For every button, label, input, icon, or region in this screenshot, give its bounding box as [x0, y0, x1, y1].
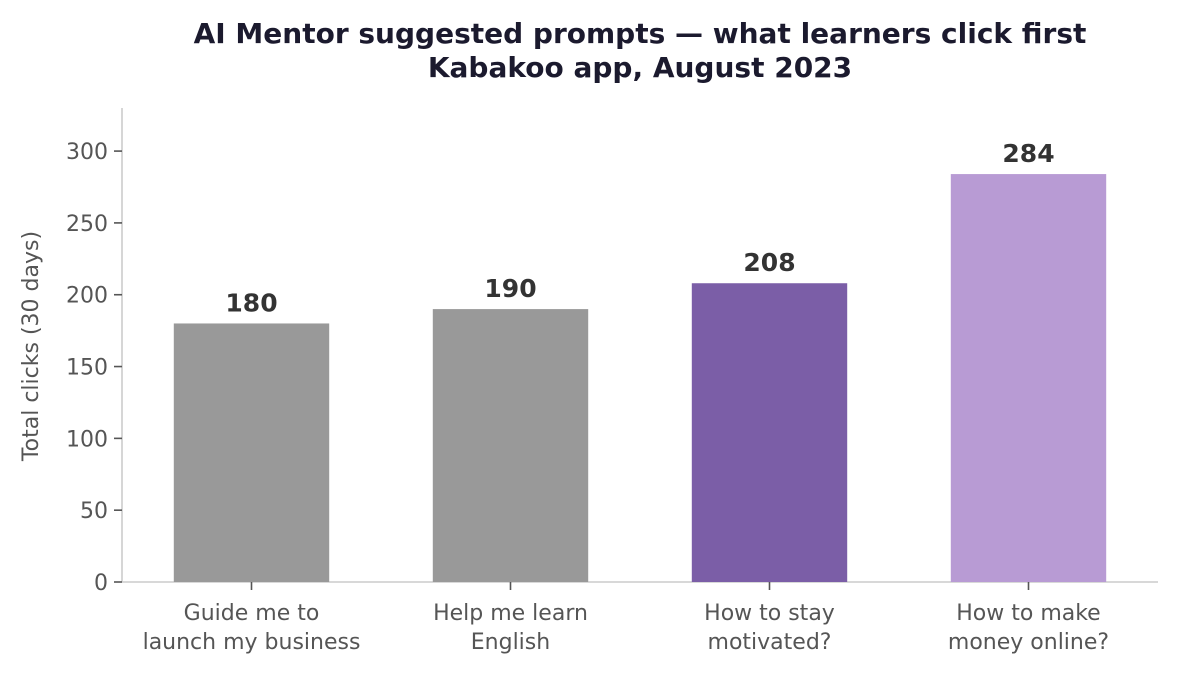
y-tick-label: 150 [66, 356, 108, 381]
x-tick-label: Help me learn [433, 601, 588, 626]
bar [173, 323, 330, 582]
x-tick-label: How to stay [704, 601, 835, 626]
y-tick-label: 0 [94, 571, 108, 596]
x-tick-label: How to make [956, 601, 1100, 626]
x-tick-label: motivated? [708, 630, 832, 655]
bar-value-label: 208 [743, 248, 795, 277]
y-tick-label: 100 [66, 427, 108, 452]
y-axis-label: Total clicks (30 days) [19, 231, 44, 462]
bar [432, 309, 589, 582]
y-tick-label: 250 [66, 212, 108, 237]
x-tick-label: English [471, 630, 550, 655]
y-tick-label: 50 [80, 499, 108, 524]
y-tick-label: 200 [66, 284, 108, 309]
x-tick-label: launch my business [143, 630, 361, 655]
bar-value-label: 190 [484, 274, 536, 303]
x-tick-label: money online? [948, 630, 1109, 655]
bar [691, 283, 848, 582]
bar-value-label: 180 [225, 288, 277, 317]
x-tick-label: Guide me to [184, 601, 320, 626]
chart-title: AI Mentor suggested prompts — what learn… [194, 17, 1087, 50]
y-tick-label: 300 [66, 140, 108, 165]
chart-subtitle: Kabakoo app, August 2023 [428, 51, 852, 84]
bar-value-label: 284 [1002, 139, 1054, 168]
bar [950, 174, 1107, 582]
plot-area: 0 50 100 150 200 250 300 180 Guide me to launch m… [66, 108, 1158, 655]
